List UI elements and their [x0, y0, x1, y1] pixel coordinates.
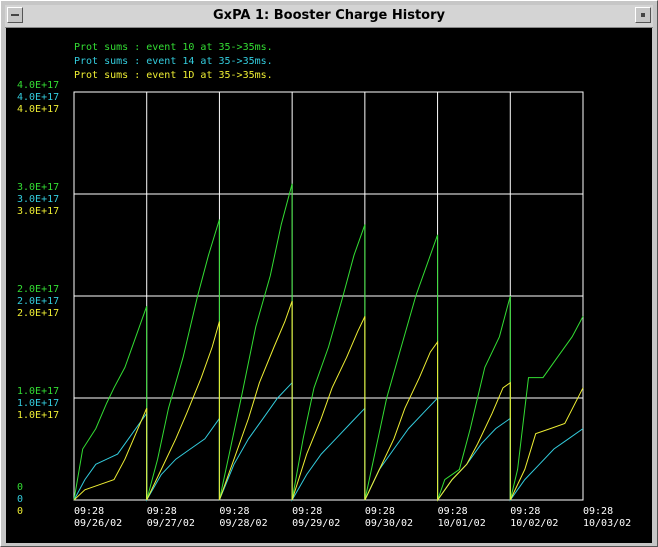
- x-tick-date: 10/01/02: [438, 518, 486, 529]
- x-tick-time: 09:28: [583, 506, 613, 517]
- legend-entry: Prot sums : event 1D at 35->35ms.: [74, 70, 273, 81]
- y-tick-label: 1.0E+17: [17, 398, 59, 409]
- x-tick-time: 09:28: [510, 506, 540, 517]
- x-tick-date: 09/28/02: [219, 518, 267, 529]
- y-tick-label: 0: [17, 506, 23, 517]
- window-title: GxPA 1: Booster Charge History: [213, 8, 445, 23]
- minimize-button[interactable]: [635, 7, 651, 23]
- y-tick-label: 3.0E+17: [17, 194, 59, 205]
- x-tick-date: 09/30/02: [365, 518, 413, 529]
- x-tick-time: 09:28: [147, 506, 177, 517]
- y-tick-label: 2.0E+17: [17, 284, 59, 295]
- legend-entry: Prot sums : event 14 at 35->35ms.: [74, 56, 273, 67]
- y-tick-label: 0: [17, 482, 23, 493]
- title-bar[interactable]: GxPA 1: Booster Charge History: [5, 5, 653, 28]
- x-tick-time: 09:28: [219, 506, 249, 517]
- x-tick-time: 09:28: [365, 506, 395, 517]
- y-tick-label: 4.0E+17: [17, 80, 59, 91]
- series-line-2: [73, 381, 584, 502]
- charge-history-chart: Prot sums : event 10 at 35->35ms. Prot su…: [17, 42, 631, 529]
- square-icon: [641, 13, 645, 17]
- x-tick-time: 09:28: [292, 506, 322, 517]
- x-tick-date: 09/27/02: [147, 518, 195, 529]
- y-tick-label: 0: [17, 494, 23, 505]
- x-tick-date: 09/29/02: [292, 518, 340, 529]
- plot-canvas: Prot sums : event 10 at 35->35ms. Prot su…: [6, 28, 652, 543]
- y-tick-label: 3.0E+17: [17, 182, 59, 193]
- x-tick-date: 10/02/02: [510, 518, 558, 529]
- x-tick-date: 09/26/02: [74, 518, 122, 529]
- minus-icon: [11, 14, 19, 16]
- y-tick-label: 1.0E+17: [17, 410, 59, 421]
- series-line-1: [73, 183, 584, 501]
- x-tick-time: 09:28: [74, 506, 104, 517]
- x-tick-time: 09:28: [438, 506, 468, 517]
- y-tick-label: 2.0E+17: [17, 296, 59, 307]
- y-tick-label: 3.0E+17: [17, 206, 59, 217]
- y-tick-label: 1.0E+17: [17, 386, 59, 397]
- x-tick-date: 10/03/02: [583, 518, 631, 529]
- y-tick-label: 4.0E+17: [17, 92, 59, 103]
- window-menu-button[interactable]: [7, 7, 23, 23]
- series-line-3: [73, 300, 584, 502]
- legend-entry: Prot sums : event 10 at 35->35ms.: [74, 42, 273, 53]
- y-tick-label: 2.0E+17: [17, 308, 59, 319]
- y-tick-label: 4.0E+17: [17, 104, 59, 115]
